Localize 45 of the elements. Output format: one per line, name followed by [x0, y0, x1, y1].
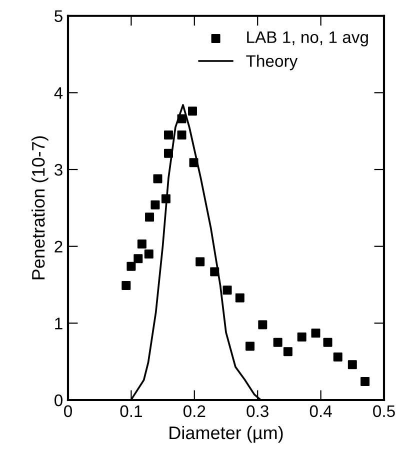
y-tick-label: 5 — [54, 10, 62, 22]
point — [145, 212, 154, 222]
point — [235, 293, 244, 302]
y-tick-label: 1 — [55, 318, 62, 330]
point — [122, 281, 131, 290]
point — [150, 200, 160, 210]
y-tick-label: 0 — [54, 394, 62, 406]
x-tick-label: 0.5 — [373, 405, 395, 418]
point — [333, 352, 342, 362]
y-tick-label: 4 — [54, 87, 63, 99]
y-tick-label: 2 — [54, 240, 62, 252]
point — [134, 254, 143, 264]
point — [164, 148, 173, 158]
point — [164, 130, 173, 140]
point — [360, 377, 370, 386]
point — [161, 194, 170, 204]
point — [348, 360, 357, 370]
point — [246, 342, 255, 351]
point — [153, 174, 162, 184]
legend-label: LAB 1, no, 1 avg — [247, 31, 368, 46]
point — [196, 257, 205, 266]
point — [188, 106, 198, 116]
point — [126, 262, 136, 271]
point — [144, 250, 154, 259]
x-axis-title: Diameter (µm) — [170, 426, 283, 443]
point — [311, 328, 320, 338]
y-tick-label: 3 — [54, 164, 62, 176]
point — [177, 130, 186, 140]
point — [222, 286, 232, 295]
point — [283, 347, 292, 356]
x-tick-label: 0.1 — [120, 405, 142, 418]
point — [189, 158, 198, 168]
x-tick-label: 0 — [64, 405, 72, 418]
point — [210, 267, 220, 276]
legend-label: Theory — [246, 54, 298, 70]
x-tick-label: 0.3 — [246, 405, 268, 418]
point — [323, 338, 332, 347]
x-tick-label: 0.4 — [310, 405, 332, 418]
point — [177, 114, 186, 124]
point — [258, 320, 268, 330]
y-axis-title: Penetration (10-7) — [31, 136, 48, 280]
x-tick-label: 0.2 — [183, 405, 206, 418]
point — [137, 240, 146, 249]
point — [273, 338, 282, 347]
point — [297, 332, 306, 342]
